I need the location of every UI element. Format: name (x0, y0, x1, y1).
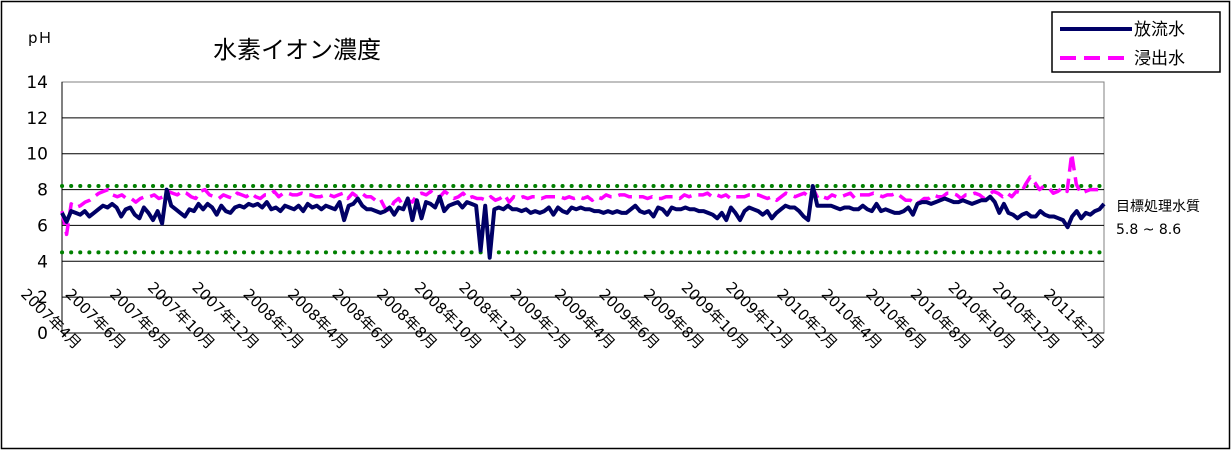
y-axis-ticks: 0 2 4 6 8 10 12 14 (26, 73, 48, 344)
grid-lines (61, 82, 1104, 334)
chart-title: 水素イオン濃度 (213, 36, 381, 64)
series-line-leachate (60, 151, 1105, 237)
series-layer (60, 151, 1106, 260)
reference-lines (60, 183, 1106, 255)
legend: 放流水 浸出水 (1051, 11, 1221, 73)
legend-label-leachate: 浸出水 (1134, 49, 1185, 69)
y-tick-label: 12 (26, 109, 48, 129)
y-tick-label: 8 (37, 181, 48, 201)
y-axis-unit: pＨ (28, 29, 53, 47)
y-tick-label: 2 (37, 288, 48, 308)
target-quality-range: 5.8 ~ 8.6 (1116, 222, 1181, 238)
legend-box (1051, 11, 1221, 73)
y-tick-label: 0 (37, 324, 48, 344)
y-tick-label: 14 (26, 73, 48, 93)
y-tick-label: 10 (26, 145, 48, 165)
y-tick-label: 6 (37, 216, 48, 236)
y-tick-label: 4 (37, 252, 48, 272)
target-quality-label: 目標処理水質 (1116, 199, 1200, 215)
series-line-discharge (60, 184, 1106, 260)
legend-label-discharge: 放流水 (1134, 20, 1185, 40)
